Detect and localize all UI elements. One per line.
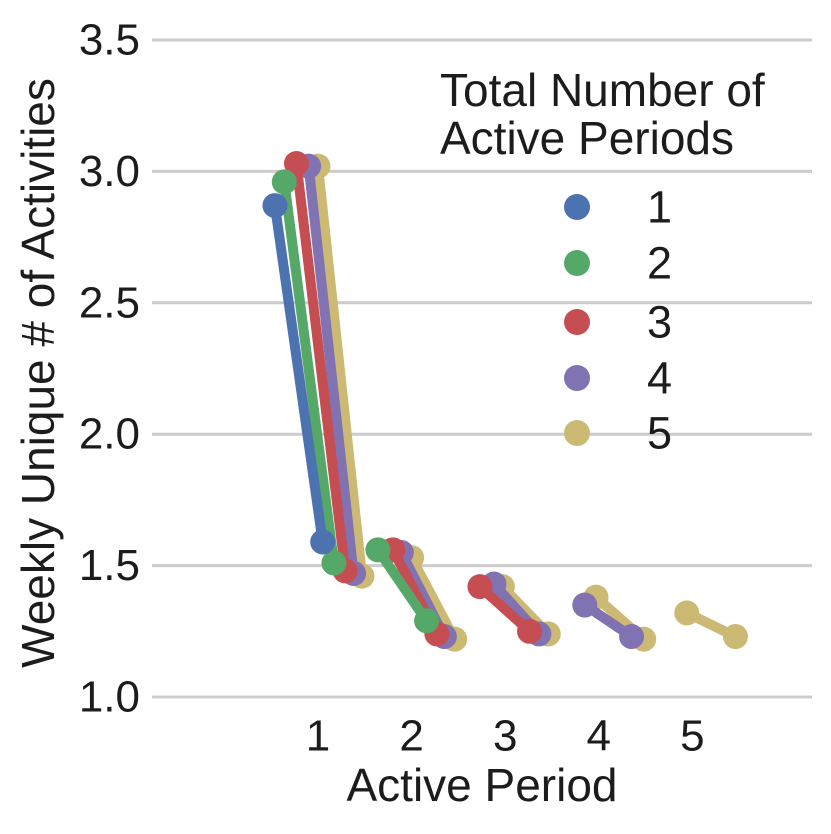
y-tick-label-3.0: 3.0	[79, 147, 140, 196]
series-2-period-1-line	[279, 181, 339, 564]
series-1-period-1-end-point	[310, 529, 336, 555]
legend-label-5: 5	[647, 408, 672, 459]
legend-swatch-4	[564, 365, 590, 391]
y-tick-label-3.5: 3.5	[79, 16, 140, 65]
x-tick-label-1: 1	[306, 712, 330, 761]
series-3	[283, 151, 543, 647]
legend-swatch-2	[564, 250, 590, 276]
series-2	[271, 169, 440, 634]
series-2-period-1-start-point	[271, 169, 297, 195]
series-5-period-5-start-point	[674, 600, 700, 626]
gridlines	[152, 38, 812, 699]
x-tick-label-3: 3	[493, 712, 517, 761]
legend-label-4: 4	[647, 353, 672, 404]
legend-item-4: 4	[564, 353, 672, 404]
legend-label-1: 1	[647, 182, 672, 233]
series-2-period-2-line	[373, 547, 431, 624]
y-tick-label-2.5: 2.5	[79, 278, 140, 327]
legend-title-line2: Active Periods	[440, 112, 735, 164]
series-3-period-3-end-point	[517, 618, 543, 644]
legend-swatch-5	[564, 420, 590, 446]
y-tick-labels: 1.0 1.5 2.0 2.5 3.0 3.5	[79, 16, 140, 722]
legend-label-3: 3	[647, 297, 672, 348]
legend-title-line1: Total Number of	[440, 64, 765, 116]
legend-label-2: 2	[647, 238, 672, 289]
series-3-period-3-start-point	[467, 574, 493, 600]
x-tick-label-2: 2	[399, 712, 423, 761]
legend-item-2: 2	[564, 238, 672, 289]
series-4-period-1-line	[303, 165, 359, 575]
legend-swatch-1	[564, 194, 590, 220]
series-3-period-1-start-point	[283, 151, 309, 177]
legend-item-1: 1	[564, 182, 672, 233]
series-4-period-4-start-point	[572, 592, 598, 618]
series-1-period-1-start-point	[262, 193, 288, 219]
y-tick-label-1.0: 1.0	[79, 673, 140, 722]
x-tick-label-4: 4	[587, 712, 611, 761]
y-tick-label-2.0: 2.0	[79, 410, 140, 459]
x-tick-labels: 1 2 3 4 5	[306, 712, 705, 761]
legend: 12 345	[564, 182, 672, 459]
data-series	[262, 151, 748, 652]
series-4-period-4-end-point	[619, 624, 645, 650]
y-axis-title: Weekly Unique # of Activities	[12, 78, 64, 668]
series-2-period-1-end-point	[321, 550, 347, 576]
series-5	[305, 153, 748, 652]
y-tick-label-1.5: 1.5	[79, 541, 140, 590]
series-5-period-5-end-point	[722, 624, 748, 650]
legend-swatch-3	[564, 309, 590, 335]
series-5-period-1-line	[313, 165, 367, 577]
legend-title: Total Number of Active Periods	[440, 66, 765, 162]
series-1-period-1-line	[269, 204, 328, 543]
series-1	[262, 193, 336, 555]
x-axis-title: Active Period	[346, 759, 618, 811]
series-2-period-2-start-point	[365, 537, 391, 563]
series-2-period-2-end-point	[414, 608, 440, 634]
legend-item-5: 5	[564, 408, 672, 459]
legend-item-3: 3	[564, 297, 672, 348]
series-3-period-1-line	[291, 162, 351, 572]
x-tick-label-5: 5	[680, 712, 704, 761]
